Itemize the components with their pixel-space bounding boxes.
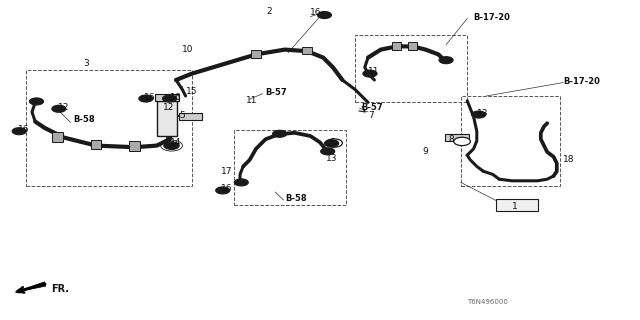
Bar	[91, 140, 101, 149]
Circle shape	[12, 128, 26, 135]
Circle shape	[472, 111, 486, 118]
Bar	[179, 113, 202, 120]
Text: 13: 13	[477, 109, 488, 118]
Text: 12: 12	[163, 103, 175, 112]
Circle shape	[326, 139, 342, 147]
Bar	[355, 35, 467, 102]
Circle shape	[363, 70, 377, 77]
Bar	[234, 130, 346, 205]
Text: B-58: B-58	[285, 194, 307, 203]
Text: B-58: B-58	[74, 116, 95, 124]
Text: 15: 15	[186, 87, 197, 96]
Text: FR.: FR.	[51, 284, 69, 294]
Bar	[251, 50, 261, 58]
Circle shape	[164, 142, 179, 149]
Text: 12: 12	[58, 103, 69, 112]
Circle shape	[52, 105, 66, 112]
Circle shape	[29, 98, 44, 105]
Text: 7: 7	[368, 111, 374, 120]
Text: 10: 10	[182, 45, 194, 54]
Bar	[26, 70, 192, 186]
Bar	[408, 42, 417, 50]
Text: 18: 18	[563, 156, 575, 164]
Text: T6N496000: T6N496000	[467, 300, 508, 305]
Text: 5: 5	[179, 111, 185, 120]
Circle shape	[234, 179, 248, 186]
Text: 6: 6	[330, 138, 335, 147]
Circle shape	[273, 130, 287, 137]
Text: 9: 9	[422, 148, 428, 156]
Text: 13: 13	[326, 154, 338, 163]
Circle shape	[163, 95, 177, 102]
Text: 11: 11	[368, 68, 380, 76]
Bar	[155, 94, 179, 101]
Text: B-17-20: B-17-20	[474, 13, 511, 22]
Circle shape	[139, 95, 153, 102]
Text: 16: 16	[221, 184, 232, 193]
Bar	[52, 132, 63, 142]
Text: 3: 3	[83, 60, 89, 68]
Text: 14: 14	[170, 138, 181, 147]
Circle shape	[439, 57, 453, 64]
Circle shape	[317, 12, 332, 19]
Text: 16: 16	[18, 125, 29, 134]
Circle shape	[321, 148, 335, 155]
Bar	[496, 199, 538, 211]
Bar	[461, 96, 560, 186]
Text: 11: 11	[246, 96, 258, 105]
Text: B-57: B-57	[266, 88, 287, 97]
Text: 16: 16	[144, 93, 156, 102]
Bar	[129, 141, 140, 151]
Text: 17: 17	[221, 167, 232, 176]
Circle shape	[330, 141, 339, 145]
Text: 1: 1	[512, 202, 518, 211]
Text: B-17-20: B-17-20	[563, 77, 600, 86]
Text: 16: 16	[310, 8, 322, 17]
Text: 2: 2	[266, 7, 271, 16]
Bar	[157, 101, 177, 136]
Circle shape	[324, 140, 339, 147]
Bar	[302, 47, 312, 54]
Text: 8: 8	[448, 135, 454, 144]
Bar	[445, 134, 469, 141]
Bar	[392, 42, 401, 50]
Text: 16: 16	[170, 93, 181, 102]
Text: B-57: B-57	[362, 103, 383, 112]
Circle shape	[216, 187, 230, 194]
Circle shape	[454, 137, 470, 146]
